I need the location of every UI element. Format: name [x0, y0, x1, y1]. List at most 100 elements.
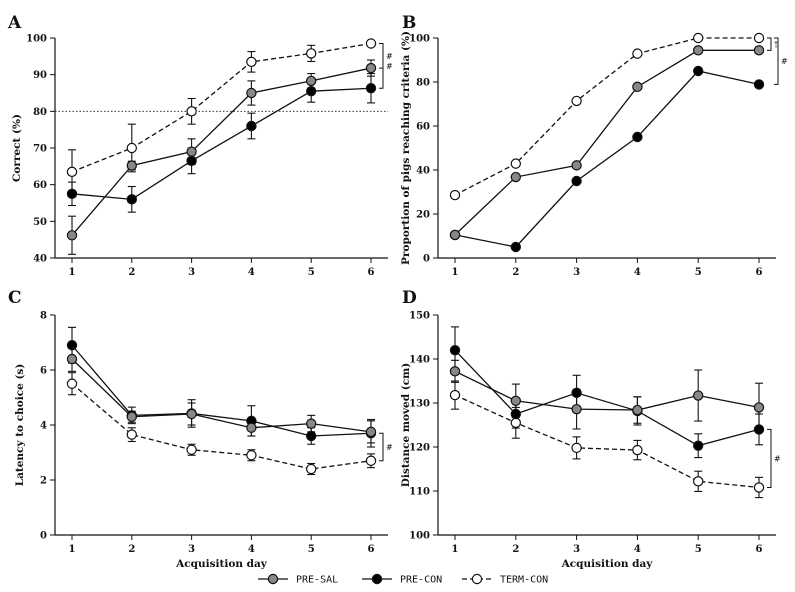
- y-tick-label: 110: [409, 487, 430, 498]
- y-axis-label: Distance moved (cm): [400, 363, 412, 487]
- panel-letter: C: [8, 288, 22, 308]
- legend-marker-term-con: [471, 573, 483, 585]
- x-tick-label: 1: [69, 544, 76, 555]
- x-tick-label: 6: [368, 267, 375, 278]
- significance-mark: #: [386, 52, 393, 61]
- x-tick-label: 1: [69, 267, 76, 278]
- y-tick-label: 2: [40, 476, 47, 487]
- series-line-pre-con: [454, 349, 760, 447]
- data-point-pre-sal: [306, 418, 317, 429]
- x-tick-label: 5: [308, 544, 315, 555]
- data-point-term-con: [246, 56, 257, 68]
- data-point-pre-sal: [571, 403, 582, 415]
- data-point-term-con: [510, 158, 521, 169]
- y-tick-label: 40: [416, 166, 430, 177]
- y-tick-label: 0: [40, 531, 47, 542]
- x-axis-label: Acquisition day: [561, 558, 654, 570]
- x-tick-label: 2: [512, 544, 519, 555]
- significance-mark: #: [386, 443, 393, 452]
- data-point-term-con: [246, 450, 257, 461]
- y-tick-label: 100: [409, 34, 430, 45]
- data-point-pre-sal: [571, 160, 582, 171]
- y-tick-label: 100: [409, 531, 430, 542]
- panel-letter: A: [7, 13, 22, 33]
- data-point-pre-sal: [66, 230, 78, 241]
- data-point-pre-sal: [510, 171, 521, 183]
- panel-d: D 100 110 120 130 140 150 1 2 3 4 5 6 Distance moved …: [400, 288, 781, 570]
- x-tick-label: 3: [573, 544, 580, 555]
- series-line-term-con: [71, 42, 372, 173]
- data-point-pre-con: [246, 120, 257, 132]
- y-tick-label: 60: [416, 122, 430, 133]
- data-point-term-con: [510, 417, 521, 428]
- y-tick-label: 0: [423, 254, 430, 265]
- legend-label-pre-con: PRE-CON: [400, 575, 442, 586]
- data-point-pre-sal: [365, 62, 377, 74]
- y-tick-label: 130: [409, 399, 430, 410]
- data-point-pre-con: [126, 194, 138, 205]
- panel-b: B 0 20 40 60 80 100 1 2 3 4 5 6 Proportion of pigs re…: [400, 13, 788, 278]
- significance-bracket: [767, 428, 772, 488]
- significance-bracket: [379, 432, 384, 462]
- data-point-term-con: [632, 444, 643, 456]
- x-tick-label: 2: [128, 544, 135, 555]
- x-tick-label: 6: [368, 544, 375, 555]
- panel-a: A 40 50 60 70 80 90 100 1 2 3 4 5 6 Correct (%) ##: [7, 13, 393, 278]
- data-point-pre-con: [510, 408, 521, 420]
- x-tick-label: 4: [634, 267, 641, 278]
- data-point-pre-con: [186, 155, 197, 167]
- data-point-term-con: [753, 482, 765, 493]
- legend-marker-pre-con: [371, 573, 383, 585]
- x-axis-label: Acquisition day: [175, 558, 268, 570]
- data-point-pre-sal: [693, 390, 704, 401]
- significance-mark: #: [386, 62, 393, 71]
- data-point-term-con: [449, 189, 461, 201]
- y-axis-label: Correct (%): [11, 114, 23, 182]
- x-tick-label: 5: [695, 267, 702, 278]
- data-point-pre-sal: [66, 353, 78, 365]
- series-line-pre-sal: [454, 49, 759, 236]
- data-point-pre-sal: [306, 75, 317, 87]
- data-point-pre-sal: [246, 422, 257, 433]
- data-point-term-con: [571, 442, 582, 454]
- data-point-pre-con: [753, 424, 765, 435]
- significance-mark: †: [774, 40, 778, 49]
- data-point-term-con: [126, 429, 138, 440]
- significance-bracket: [379, 43, 384, 69]
- data-point-pre-sal: [510, 395, 521, 406]
- data-point-pre-sal: [186, 146, 197, 157]
- legend: PRE-SAL PRE-CON TERM-CON: [258, 573, 548, 586]
- y-tick-label: 4: [40, 421, 47, 432]
- x-tick-label: 4: [248, 267, 255, 278]
- x-tick-label: 6: [756, 544, 763, 555]
- y-tick-label: 60: [33, 180, 47, 191]
- panel-c: C 0 2 4 6 8 1 2 3 4 5 6 Latency to choice (s) Acquisi…: [8, 288, 393, 570]
- data-point-pre-sal: [365, 426, 377, 438]
- significance-bracket: [767, 37, 772, 51]
- y-tick-label: 8: [40, 311, 47, 322]
- y-tick-label: 80: [416, 78, 430, 89]
- data-point-pre-con: [510, 241, 521, 253]
- x-tick-label: 4: [248, 544, 255, 555]
- x-tick-label: 4: [634, 544, 641, 555]
- data-point-pre-sal: [186, 408, 197, 420]
- x-tick-label: 5: [695, 544, 702, 555]
- x-tick-label: 3: [188, 544, 195, 555]
- data-point-pre-con: [632, 131, 643, 143]
- x-tick-label: 1: [452, 544, 459, 555]
- y-tick-label: 40: [33, 254, 47, 265]
- data-point-pre-con: [306, 85, 317, 97]
- series-line-term-con: [71, 383, 372, 470]
- x-tick-label: 3: [188, 267, 195, 278]
- panel-letter: B: [402, 13, 416, 33]
- data-point-pre-con: [693, 440, 704, 451]
- x-tick-label: 2: [128, 267, 135, 278]
- data-point-term-con: [365, 38, 377, 49]
- y-tick-label: 20: [416, 210, 430, 221]
- series-line-pre-con: [454, 70, 760, 248]
- data-point-pre-sal: [246, 87, 257, 99]
- data-point-pre-con: [449, 345, 461, 356]
- data-point-pre-sal: [449, 229, 461, 241]
- data-point-term-con: [66, 166, 78, 178]
